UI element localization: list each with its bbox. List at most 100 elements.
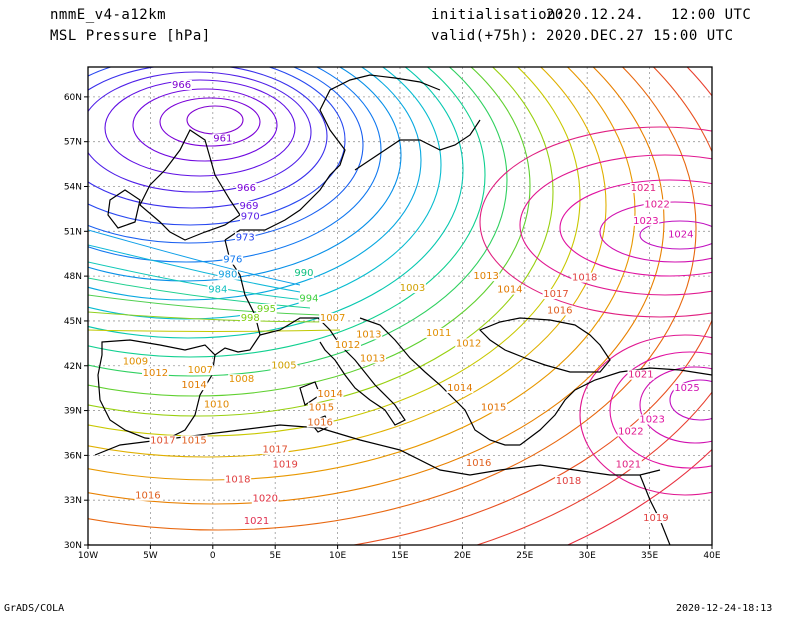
contour-label: 1022 bbox=[618, 426, 643, 437]
contour-label-bg bbox=[222, 254, 244, 265]
contour-label-bg bbox=[203, 399, 230, 410]
lat-tick-label: 48N bbox=[64, 272, 82, 282]
contour-label: 1013 bbox=[356, 329, 381, 340]
contour-label-bg bbox=[228, 374, 255, 385]
contour-label: 1012 bbox=[143, 368, 168, 379]
contour-label-bg bbox=[542, 289, 570, 300]
contour-label-bg bbox=[334, 339, 361, 350]
lon-tick-label: 30E bbox=[579, 551, 596, 561]
contour-label: 1015 bbox=[309, 403, 334, 414]
init-label: initialisation: bbox=[431, 7, 565, 23]
contour-label: 980 bbox=[218, 270, 237, 281]
contour-label-bg bbox=[243, 516, 270, 527]
lon-tick-label: 20E bbox=[454, 551, 471, 561]
contour-label: 1016 bbox=[307, 418, 332, 429]
contour-label: 1023 bbox=[639, 415, 664, 426]
contour-label-bg bbox=[359, 353, 386, 364]
lat-tick-label: 54N bbox=[64, 183, 82, 193]
contour-label-bg bbox=[355, 329, 383, 340]
lon-tick-label: 40E bbox=[703, 551, 720, 561]
contour-label-bg bbox=[224, 474, 252, 485]
contour-label-bg bbox=[307, 402, 335, 413]
contour-label: 1013 bbox=[473, 271, 498, 282]
contour-label-bg bbox=[186, 365, 214, 376]
contour-label: 1014 bbox=[181, 380, 206, 391]
field-title: MSL Pressure [hPa] bbox=[50, 28, 211, 44]
lat-tick-label: 57N bbox=[64, 138, 82, 148]
contour-label: 1010 bbox=[204, 400, 229, 411]
contour-label-bg bbox=[180, 380, 208, 391]
contour-label-bg bbox=[667, 229, 695, 240]
contour-label-bg bbox=[455, 338, 483, 349]
contour-label-bg bbox=[261, 444, 289, 455]
contour-label: 1016 bbox=[466, 458, 491, 469]
contour-label: 1009 bbox=[123, 356, 148, 367]
contour-label: 1007 bbox=[320, 313, 345, 324]
contour-label-bg bbox=[270, 360, 298, 371]
contour-label: 1021 bbox=[616, 459, 641, 470]
init-value: 2020.12.24. 12:00 UTC bbox=[546, 7, 752, 23]
lon-tick-label: 25E bbox=[516, 551, 533, 561]
contour-label: 1005 bbox=[271, 361, 296, 372]
axis-ticks: 10W 5W 0 5E 10E 15E 20E 25E 30E 35E 40E 60N 57N 54N 51… bbox=[64, 93, 721, 561]
contour-label-bg bbox=[239, 312, 261, 323]
contour-label-bg bbox=[642, 513, 670, 524]
contour-label-bg bbox=[271, 459, 299, 470]
contour-label-bg bbox=[234, 232, 256, 243]
contour-label: 1017 bbox=[150, 435, 175, 446]
contour-label: 990 bbox=[294, 268, 313, 279]
contour-label-bg bbox=[614, 459, 642, 470]
contour-label-bg bbox=[673, 383, 701, 394]
contour-label: 976 bbox=[223, 255, 242, 266]
contour-label: 966 bbox=[172, 80, 191, 91]
contour-label: 994 bbox=[299, 294, 318, 305]
contour-label-bg bbox=[555, 475, 582, 486]
contour-label-bg bbox=[446, 383, 474, 394]
contour-label: 1016 bbox=[135, 491, 160, 502]
contour-label-bg bbox=[217, 269, 239, 280]
footer-left: GrADS/COLA bbox=[4, 603, 65, 614]
contour-label-bg bbox=[629, 182, 657, 193]
contour-label: 1018 bbox=[572, 273, 597, 284]
lon-tick-label: 35E bbox=[641, 551, 658, 561]
contour-label-bg bbox=[298, 293, 320, 304]
model-title: nmmE_v4-a12km bbox=[50, 7, 167, 23]
contour-label: 966 bbox=[237, 183, 256, 194]
lon-tick-label: 5W bbox=[143, 551, 158, 561]
contour-label-bg bbox=[571, 272, 599, 283]
contour-label: 1018 bbox=[225, 474, 250, 485]
contour-label: 1018 bbox=[556, 476, 581, 487]
lat-tick-label: 60N bbox=[64, 93, 82, 103]
contour-label-bg bbox=[316, 389, 344, 400]
lat-tick-label: 42N bbox=[64, 362, 82, 372]
contour-label: 973 bbox=[236, 232, 255, 243]
contour-label-bg bbox=[632, 215, 660, 226]
contour-label-bg bbox=[399, 283, 426, 294]
contour-label-bg bbox=[256, 303, 277, 314]
contour-label-bg bbox=[251, 493, 279, 504]
contour-label: 1008 bbox=[229, 374, 254, 385]
contour-label-bg bbox=[141, 368, 169, 379]
contour-label: 1023 bbox=[633, 216, 658, 227]
contour-label: 1017 bbox=[262, 444, 287, 455]
contour-label: 1007 bbox=[188, 365, 213, 376]
lat-tick-label: 36N bbox=[64, 451, 82, 461]
contour-label-bg bbox=[425, 327, 453, 338]
contour-label-bg bbox=[149, 435, 177, 446]
contour-label: 969 bbox=[239, 201, 258, 212]
valid-label: valid(+75h): bbox=[431, 28, 539, 44]
lat-tick-label: 33N bbox=[64, 496, 82, 506]
contour-label: 1012 bbox=[456, 338, 481, 349]
contour-label-bg bbox=[480, 402, 507, 413]
contour-label: 1022 bbox=[644, 199, 669, 210]
lon-tick-label: 15E bbox=[391, 551, 408, 561]
contour-label: 1024 bbox=[668, 229, 693, 240]
contour-label-bg bbox=[293, 268, 315, 279]
contour-label-bg bbox=[546, 305, 574, 316]
contour-label: 995 bbox=[257, 304, 276, 315]
contour-label: 1012 bbox=[335, 340, 360, 351]
contour-label-bg bbox=[465, 457, 493, 468]
contour-label-bg bbox=[496, 284, 524, 295]
contour-label: 1021 bbox=[631, 183, 656, 194]
